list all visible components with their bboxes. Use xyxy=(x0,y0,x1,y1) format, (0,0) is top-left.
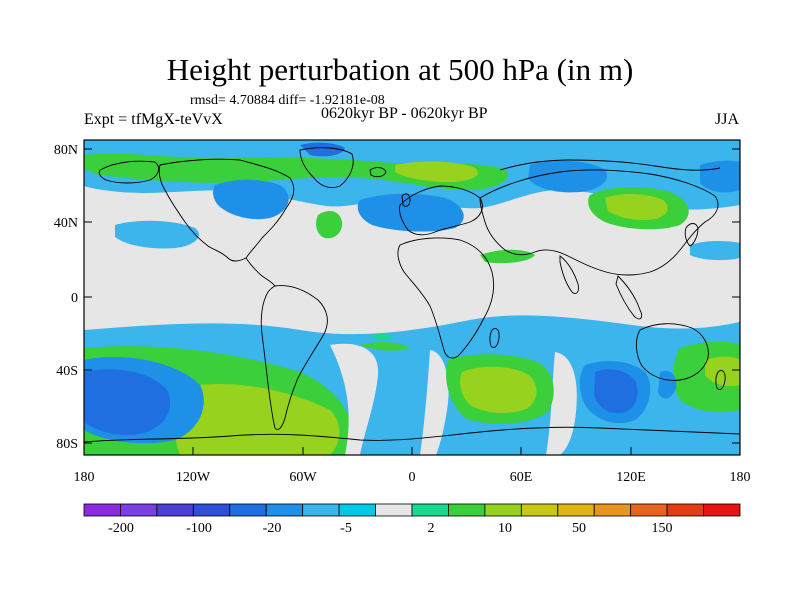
colorbar-box xyxy=(83,503,121,517)
colorbar xyxy=(83,503,741,517)
colorbar-box xyxy=(229,503,267,517)
colorbar-label: 2 xyxy=(428,521,435,536)
colorbar-box xyxy=(630,503,668,517)
contour-nh-blue-north-america xyxy=(213,179,289,220)
colorbar-box xyxy=(411,503,449,517)
coast-antarctica xyxy=(84,426,740,443)
colorbar-box xyxy=(120,503,158,517)
lat-label: 40S xyxy=(56,364,78,379)
coast-iceland xyxy=(369,167,387,178)
lat-ticks xyxy=(84,148,740,444)
colorbar-label: 10 xyxy=(498,521,512,536)
coast-central-america xyxy=(245,257,276,287)
contour-nh-yellow-asia xyxy=(605,194,668,221)
contour-nh-green-midatlantic xyxy=(316,210,343,239)
coast-india xyxy=(559,255,579,295)
colorbar-box xyxy=(265,503,304,517)
colorbar-box xyxy=(557,503,595,517)
lon-label: 120E xyxy=(616,470,646,485)
coast-north-america xyxy=(158,158,295,262)
coast-alaska xyxy=(98,160,160,184)
lon-ticks xyxy=(83,447,741,455)
colorbar-label: -100 xyxy=(186,521,212,536)
coastlines xyxy=(84,147,740,443)
colorbar-labels: -200 -100 -20 -5 2 10 50 150 xyxy=(108,521,672,536)
contour-sh-darkblue-west xyxy=(84,369,171,436)
map-title: Height perturbation at 500 hPa (in m) xyxy=(166,52,634,87)
coast-south-america xyxy=(260,285,328,430)
lat-label: 40N xyxy=(54,216,78,231)
coast-arctic-russia xyxy=(499,159,721,171)
contour-nh-green-mideast xyxy=(480,249,535,264)
colorbar-label: -200 xyxy=(108,521,134,536)
coast-greenland xyxy=(299,147,354,189)
contour-nh-blue-siberia xyxy=(528,160,608,193)
contour-sh-yellow-atlantic xyxy=(460,366,537,414)
coast-madagascar xyxy=(489,327,500,349)
colorbar-label: 50 xyxy=(572,521,586,536)
contour-nh-blue-atlantic xyxy=(357,193,464,232)
contour-sh-small-cyan xyxy=(370,333,393,340)
contour-nh-darkblue-greenland xyxy=(300,142,345,157)
colorbar-label: -20 xyxy=(263,521,282,536)
lat-label: 0 xyxy=(71,291,78,306)
rmsd-diff-stats: rmsd= 4.70884 diff= -1.92181e-08 xyxy=(190,93,385,108)
coast-australia xyxy=(635,323,709,381)
contour-nh-blue-pacific-east xyxy=(700,160,740,193)
contour-field xyxy=(84,140,740,455)
contour-sh-gray-gap-3 xyxy=(546,352,577,455)
colorbar-label: -5 xyxy=(340,521,352,536)
lat-label: 80S xyxy=(56,437,78,452)
lon-label: 180 xyxy=(730,470,751,485)
season-label: JJA xyxy=(715,111,740,128)
lon-label: 60W xyxy=(289,470,317,485)
colorbar-box xyxy=(302,503,340,517)
coast-japan xyxy=(684,223,699,247)
coast-africa xyxy=(397,237,495,359)
contour-sh-gray-gap-2 xyxy=(420,350,449,455)
lat-labels: 80N 40N 0 40S 80S xyxy=(54,143,78,452)
lon-label: 120W xyxy=(176,470,211,485)
colorbar-box xyxy=(192,503,231,517)
contour-nh-yellow-europe xyxy=(395,161,479,182)
coast-uk xyxy=(401,193,411,207)
colorbar-box xyxy=(666,503,704,517)
lon-labels: 180 120W 60W 0 60E 120E 180 xyxy=(74,470,751,485)
coast-asia xyxy=(479,169,719,276)
coast-new-zealand xyxy=(715,369,726,391)
contour-sh-yellow-east xyxy=(705,356,740,387)
colorbar-box xyxy=(448,503,486,517)
contour-nh-cyan-pacific-east xyxy=(690,240,740,261)
colorbar-box xyxy=(593,503,632,517)
experiment-label: Expt = tfMgX-teVvX xyxy=(84,111,223,128)
lon-label: 60E xyxy=(510,470,533,485)
colorbar-box xyxy=(703,503,741,517)
contour-nh-green-band xyxy=(84,153,509,190)
contour-sh-darkblue-indian xyxy=(594,369,638,414)
colorbar-label: 150 xyxy=(652,521,673,536)
lat-label: 80N xyxy=(54,143,78,158)
colorbar-box xyxy=(156,503,194,517)
colorbar-box xyxy=(338,503,376,517)
colorbar-box xyxy=(375,503,413,517)
contour-sh-blue-tasman xyxy=(658,370,677,399)
contour-nh-cyan-pacific xyxy=(115,220,199,249)
coast-europe xyxy=(399,185,483,236)
lon-label: 0 xyxy=(409,470,416,485)
contour-sh-gray-gap-1 xyxy=(330,343,379,455)
coast-southeast-asia xyxy=(615,275,643,320)
lon-label: 180 xyxy=(74,470,95,485)
contour-south-green-sliver xyxy=(360,342,410,351)
colorbar-box xyxy=(520,503,559,517)
colorbar-box xyxy=(484,503,522,517)
period-label: 0620kyr BP - 0620kyr BP xyxy=(321,105,488,122)
